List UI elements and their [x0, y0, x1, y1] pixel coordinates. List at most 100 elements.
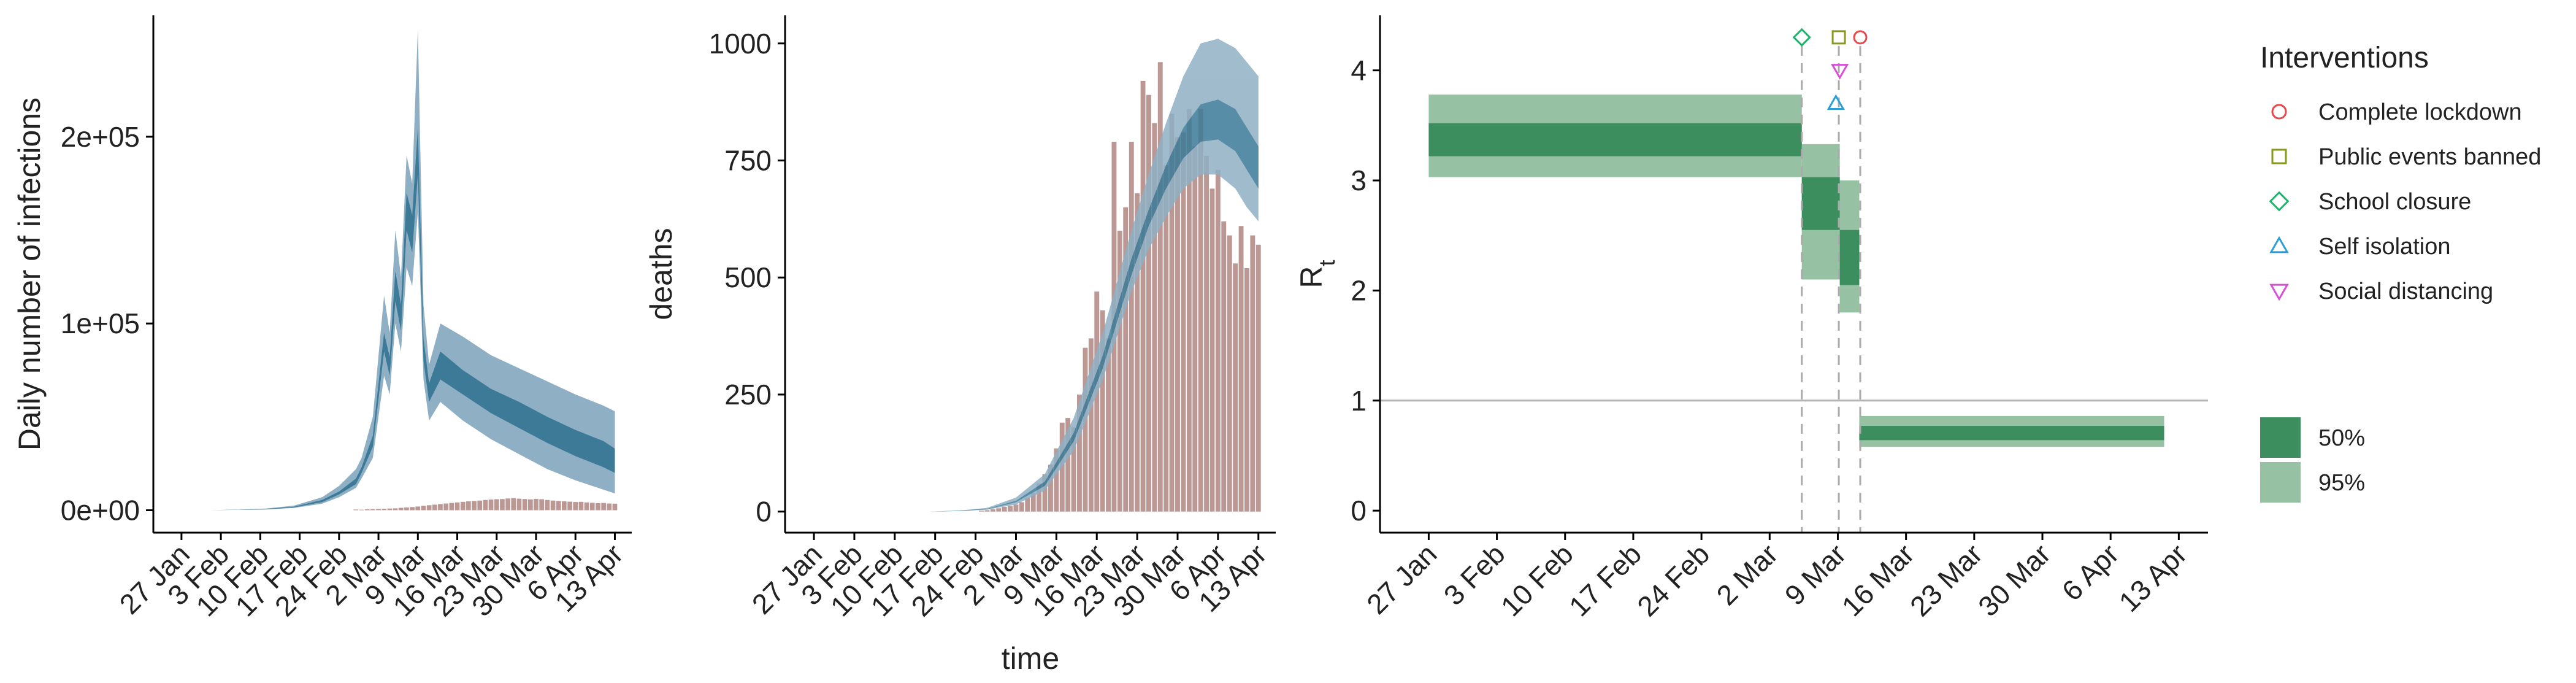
legend-entry-label: Social distancing — [2318, 279, 2493, 304]
legend-marker-circle — [2271, 104, 2287, 120]
case-bar — [432, 504, 437, 511]
y-tick-label: 250 — [724, 379, 772, 411]
case-bar — [415, 506, 421, 511]
legend-swatch-95pct — [2260, 462, 2301, 503]
death-bar — [1002, 507, 1007, 512]
y-tick-label: 4 — [1351, 55, 1367, 87]
death-bar — [1181, 132, 1186, 512]
y-axis-title-subscript: t — [1314, 260, 1340, 266]
x-tick-label: 27 Jan — [1360, 538, 1443, 620]
death-bar — [1129, 142, 1134, 512]
case-bar — [438, 504, 443, 511]
death-bar — [1100, 310, 1105, 512]
case-bar — [578, 501, 584, 511]
death-bar — [1094, 291, 1100, 512]
death-bar — [1030, 493, 1036, 512]
death-bar — [1192, 146, 1198, 512]
rt-ci50-bar — [1859, 426, 2164, 441]
x-tick-label: 16 Mar — [1836, 538, 1920, 622]
case-bar — [567, 501, 572, 511]
death-bar — [1204, 155, 1209, 512]
case-bar — [607, 503, 612, 511]
death-bar — [1227, 235, 1232, 512]
case-bar — [488, 500, 494, 511]
death-bar — [1238, 226, 1244, 512]
death-bar — [1140, 80, 1146, 512]
case-bar — [364, 509, 370, 511]
death-bar — [1054, 448, 1059, 512]
death-bar — [1175, 137, 1180, 512]
rt-ci50-bar — [1839, 230, 1860, 285]
case-bar — [449, 503, 454, 511]
case-bar — [370, 509, 375, 511]
y-tick-label: 500 — [724, 261, 772, 293]
case-bar — [522, 499, 527, 511]
case-bar — [477, 500, 483, 511]
death-bar — [1013, 504, 1019, 512]
death-bar — [1186, 109, 1192, 512]
case-bar — [500, 499, 505, 511]
death-bar — [1221, 221, 1227, 512]
case-bar — [494, 499, 499, 511]
y-tick-label: 2e+05 — [61, 121, 140, 153]
y-tick-label: 1000 — [709, 28, 772, 60]
case-bar — [404, 507, 409, 511]
case-bar — [398, 507, 404, 511]
case-bar — [454, 502, 460, 511]
legend-interval-label: 50% — [2318, 425, 2365, 451]
death-bar — [1233, 263, 1238, 512]
case-bar — [556, 501, 561, 511]
x-tick-label: 13 Apr — [2113, 538, 2193, 618]
x-tick-label: 30 Mar — [1972, 538, 2057, 622]
y-axis-title: deaths — [644, 228, 678, 320]
legend-entry-label: Public events banned — [2318, 144, 2541, 170]
intervention-marker-circle — [1853, 30, 1868, 45]
death-bar — [1255, 244, 1261, 512]
legend-swatch-50pct — [2260, 417, 2301, 458]
death-bar — [996, 508, 1002, 512]
legend-marker-square — [2271, 149, 2287, 164]
case-bar — [483, 500, 488, 511]
legend-entry-label: Complete lockdown — [2318, 99, 2522, 125]
death-bar — [1065, 418, 1071, 512]
legend: Interventions Complete lockdown Public eve… — [2260, 42, 2541, 503]
death-bar — [1042, 474, 1048, 512]
death-bar — [1025, 497, 1030, 512]
case-bar — [550, 500, 556, 511]
x-axis-title: time — [1002, 641, 1059, 676]
death-bar — [1071, 427, 1076, 512]
x-tick-label: 24 Feb — [1631, 538, 1715, 622]
case-bar — [393, 508, 398, 511]
rt-ci50-bar — [1801, 177, 1840, 230]
case-bar — [505, 498, 510, 511]
death-bar — [1152, 123, 1157, 512]
intervention-marker-triangle-down — [1831, 64, 1849, 80]
y-tick-label: 0e+00 — [61, 494, 140, 526]
death-bar — [1088, 338, 1094, 512]
case-bar — [573, 502, 578, 511]
case-bar — [528, 499, 533, 511]
death-bar — [1157, 62, 1163, 512]
legend-title: Interventions — [2260, 42, 2429, 74]
death-bar — [1083, 347, 1088, 512]
death-bar — [1215, 169, 1221, 512]
intervention-marker-square — [1831, 30, 1846, 45]
case-bar — [511, 498, 516, 511]
x-tick-label: 17 Feb — [1563, 538, 1647, 622]
death-bar — [1008, 506, 1013, 512]
case-bar — [612, 503, 618, 511]
y-axis-title: Daily number of infections — [12, 98, 47, 450]
ci50-band — [929, 99, 1259, 512]
death-bar — [1123, 207, 1129, 512]
case-bar — [359, 509, 364, 511]
death-bar — [979, 511, 984, 512]
death-bar — [990, 509, 995, 512]
x-tick-label: 23 Mar — [1904, 538, 1988, 622]
y-tick-label: 1 — [1351, 385, 1367, 417]
case-bar — [596, 503, 600, 511]
legend-marker-diamond — [2269, 191, 2290, 212]
